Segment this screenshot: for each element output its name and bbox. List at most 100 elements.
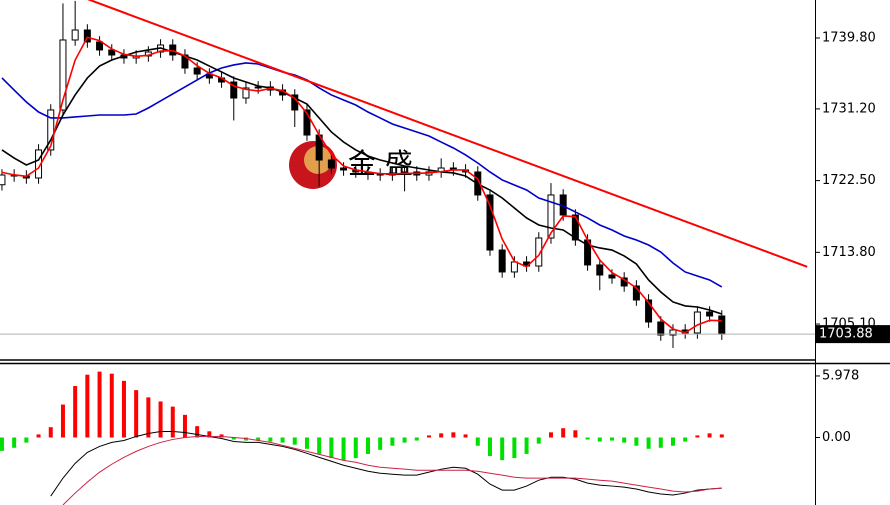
histogram-bar: [341, 437, 346, 461]
histogram-bar: [378, 437, 383, 450]
candle-body: [0, 174, 6, 186]
y-tick-label: 5.978: [822, 368, 859, 383]
candle-body: [510, 261, 518, 273]
histogram-bar: [256, 437, 261, 441]
candle-body: [571, 214, 579, 241]
histogram-bar: [146, 397, 151, 438]
histogram-bar: [487, 437, 492, 457]
histogram-bar: [670, 437, 675, 446]
candle-body: [535, 237, 543, 267]
histogram-bar: [695, 435, 700, 438]
histogram-bar: [304, 437, 309, 449]
y-tick-label: 1722.50: [822, 173, 876, 188]
histogram-bar: [573, 430, 578, 438]
price-panel: 1739.801731.201722.501713.801705.101703.…: [0, 0, 890, 348]
indicator-line: [1, 36, 722, 334]
histogram-bar: [12, 437, 17, 448]
histogram-bar: [243, 437, 248, 441]
histogram-bar: [60, 404, 65, 438]
histogram-bar: [365, 437, 370, 454]
candle-body: [96, 41, 104, 51]
histogram-bar: [463, 434, 468, 438]
candle-body: [547, 194, 555, 239]
candle-body: [632, 285, 640, 301]
candle-body: [486, 194, 494, 251]
histogram-bar: [597, 437, 602, 442]
indicator-line: [50, 431, 722, 497]
y-tick-label: 1739.80: [822, 31, 876, 46]
histogram-bar: [207, 431, 212, 438]
candle-body: [303, 109, 311, 136]
histogram-bar: [561, 428, 566, 438]
candle-body: [230, 81, 238, 99]
histogram-bar: [512, 437, 517, 459]
histogram-bar: [634, 437, 639, 446]
histogram-bar: [0, 437, 4, 451]
candle-body: [59, 39, 67, 111]
histogram-bar: [170, 406, 175, 438]
candle-body: [47, 109, 55, 151]
histogram-bar: [585, 437, 590, 440]
histogram-bar: [329, 437, 334, 459]
histogram-bar: [292, 437, 297, 445]
candle-body: [645, 299, 653, 323]
histogram-bar: [353, 437, 358, 459]
indicator-line: [62, 435, 722, 505]
histogram-bar: [195, 426, 200, 438]
histogram-bar: [683, 437, 688, 442]
histogram-bar: [182, 414, 187, 438]
histogram-bar: [646, 437, 651, 449]
candle-body: [327, 159, 335, 169]
candle-body: [83, 29, 91, 43]
histogram-bar: [475, 437, 480, 446]
y-tick-label: 0.00: [822, 430, 851, 445]
candle-body: [498, 249, 506, 273]
histogram-bar: [390, 437, 395, 446]
last-price-label: 1703.88: [819, 327, 873, 342]
histogram-bar: [73, 386, 78, 438]
candle-body: [254, 86, 262, 89]
histogram-bar: [536, 437, 541, 444]
macd-panel: 5.978 0.00: [0, 368, 859, 505]
histogram-bar: [36, 434, 41, 438]
candle-body: [718, 315, 726, 335]
histogram-bar: [85, 374, 90, 438]
candle-body: [693, 311, 701, 334]
last-price-box: [816, 325, 890, 344]
histogram-bar: [707, 433, 712, 438]
indicator-line: [1, 47, 723, 315]
y-tick-label: 1731.20: [822, 101, 876, 116]
histogram-bar: [548, 432, 553, 438]
histogram-bar: [719, 434, 724, 438]
histogram-bar: [158, 401, 163, 438]
histogram-bar: [439, 433, 444, 438]
histogram-bar: [426, 435, 431, 438]
candle-body: [706, 311, 714, 317]
histogram-bar: [524, 437, 529, 454]
histogram-bar: [280, 437, 285, 443]
candle-body: [181, 54, 189, 69]
y-tick-label: 1713.80: [822, 245, 876, 260]
candle-body: [71, 29, 79, 41]
histogram-bar: [451, 432, 456, 438]
candle-body: [669, 329, 677, 336]
histogram-bar: [219, 434, 224, 438]
candle-body: [242, 87, 250, 99]
histogram-bar: [97, 371, 102, 438]
candle-body: [340, 167, 348, 171]
histogram-bar: [622, 437, 627, 443]
histogram-bar: [134, 390, 139, 438]
histogram-bar: [24, 437, 29, 443]
candle-body: [193, 67, 201, 75]
histogram-bar: [609, 437, 614, 441]
histogram-bar: [414, 437, 419, 441]
candle-body: [596, 264, 604, 276]
histogram-bar: [48, 427, 53, 438]
histogram-bar: [402, 437, 407, 443]
histogram-bar: [231, 437, 236, 440]
trendline: [87, 0, 808, 268]
candle-body: [657, 321, 665, 336]
histogram-bar: [317, 437, 322, 454]
